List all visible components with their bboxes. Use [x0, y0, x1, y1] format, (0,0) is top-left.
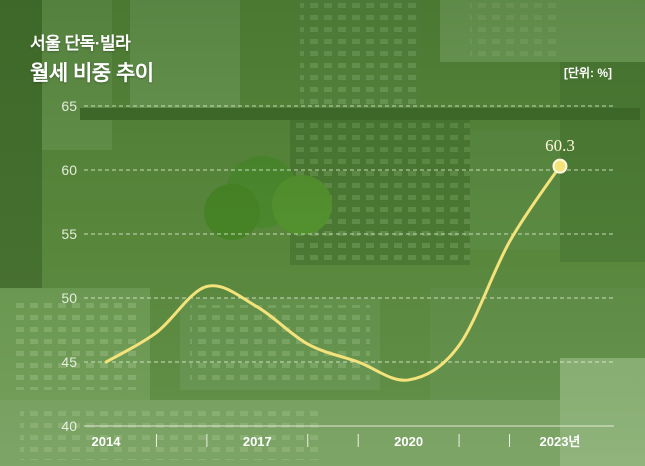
data-point: [204, 283, 210, 289]
y-tick-label: 40: [61, 418, 77, 434]
data-point: [406, 377, 412, 383]
series-line: [104, 164, 562, 382]
y-tick-label: 60: [61, 162, 77, 178]
data-point: [355, 359, 361, 365]
end-point-marker: [552, 158, 568, 174]
data-point: [103, 359, 109, 365]
data-point: [153, 330, 159, 336]
data-point: [305, 341, 311, 347]
plot-area: 40 45 50 55 60 65 2014 2017 2020 2023년 60.3: [61, 98, 614, 449]
x-tick-label: 2014: [92, 434, 122, 449]
y-tick-label: 55: [61, 226, 77, 242]
x-tick-label: 2017: [243, 434, 272, 449]
data-point: [456, 342, 462, 348]
x-tick-label: 2023년: [540, 434, 581, 449]
data-label: 60.3: [545, 136, 575, 155]
x-tick-label: 2020: [394, 434, 423, 449]
y-tick-label: 45: [61, 354, 77, 370]
data-point: [254, 304, 260, 310]
chart-title-line1: 서울 단독·빌라: [30, 34, 131, 53]
data-point: [507, 239, 513, 245]
chart-title-line2: 월세 비중 추이: [30, 62, 154, 85]
unit-label: [단위: %]: [563, 66, 612, 80]
y-tick-label: 65: [61, 98, 77, 114]
y-tick-label: 50: [61, 290, 77, 306]
